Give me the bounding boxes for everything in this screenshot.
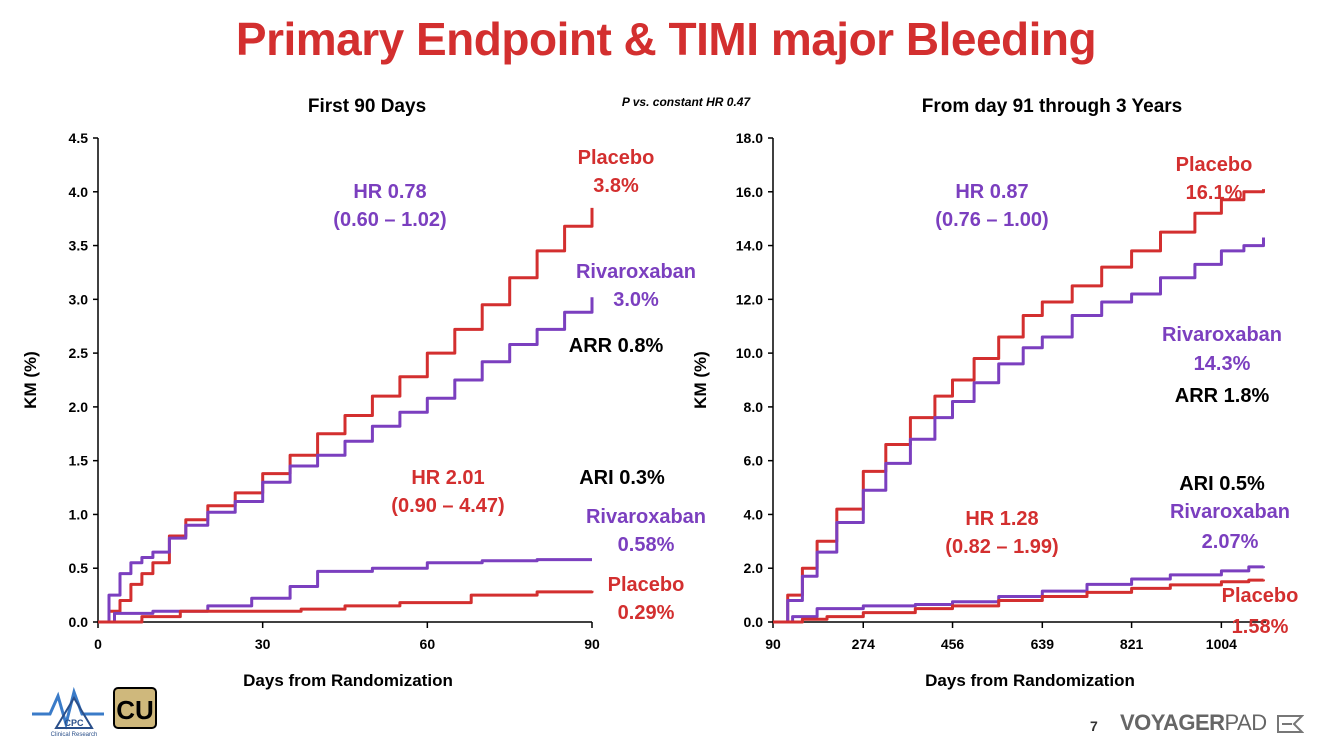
annotation-label: (0.90 – 4.47) [391, 495, 504, 517]
annotation-label: 0.58% [618, 534, 675, 556]
annotation-label: (0.60 – 1.02) [333, 209, 446, 231]
y-tick-label: 0.0 [69, 614, 89, 630]
x-tick-label: 639 [1031, 636, 1055, 652]
annotation-label: 1.58% [1232, 616, 1289, 638]
x-axis-label: Days from Randomization [243, 671, 453, 690]
y-tick-label: 4.0 [69, 184, 89, 200]
annotation-label: HR 0.78 [353, 181, 426, 203]
x-tick-label: 90 [765, 636, 781, 652]
annotation-label: Rivaroxaban [1170, 501, 1290, 523]
y-tick-label: 18.0 [736, 130, 763, 146]
series-line-rivaroxaban-bleeding [98, 558, 592, 624]
annotation-label: 16.1% [1186, 182, 1243, 204]
annotation-label: Placebo [1222, 585, 1299, 607]
x-tick-label: 30 [255, 636, 271, 652]
annotation-label: ARR 0.8% [569, 335, 664, 357]
x-tick-label: 60 [420, 636, 436, 652]
annotation-label: HR 1.28 [965, 508, 1038, 530]
y-tick-label: 4.0 [744, 506, 764, 522]
y-axis-label: KM (%) [21, 351, 40, 409]
x-tick-label: 0 [94, 636, 102, 652]
x-tick-label: 456 [941, 636, 965, 652]
brand-flag-icon [1277, 715, 1304, 733]
x-axis-label: Days from Randomization [925, 671, 1135, 690]
chart-title: From day 91 through 3 Years [922, 96, 1182, 117]
annotation-label: 0.29% [618, 602, 675, 624]
y-tick-label: 16.0 [736, 184, 763, 200]
y-tick-label: 1.0 [69, 506, 89, 522]
annotation-label: Placebo [608, 574, 685, 596]
annotation-label: ARR 1.8% [1175, 385, 1270, 407]
series-line-rivaroxaban-primary [773, 237, 1265, 624]
y-tick-label: 12.0 [736, 291, 763, 307]
annotation-label: HR 0.87 [955, 181, 1028, 203]
y-tick-label: 6.0 [744, 453, 764, 469]
annotation-label: (0.82 – 1.99) [945, 536, 1058, 558]
chart-note: P vs. constant HR 0.47 [622, 95, 752, 109]
cu-logo-text: CU [116, 695, 154, 725]
annotation-label: Rivaroxaban [576, 261, 696, 283]
annotation-label: HR 2.01 [411, 467, 484, 489]
annotation-label: (0.76 – 1.00) [935, 209, 1048, 231]
annotation-label: Rivaroxaban [586, 506, 706, 528]
series-line-rivaroxaban-primary [98, 297, 594, 624]
series-line-placebo-bleeding [98, 590, 594, 624]
annotation-label: 14.3% [1194, 353, 1251, 375]
series-line-placebo-primary [98, 207, 594, 624]
annotation-label: 3.8% [593, 175, 639, 197]
series-line-rivaroxaban-bleeding [773, 565, 1265, 624]
slide-title: Primary Endpoint & TIMI major Bleeding [235, 13, 1097, 65]
chart-title: First 90 Days [308, 96, 426, 117]
y-tick-label: 0.0 [744, 614, 764, 630]
series-line-placebo-bleeding [773, 578, 1265, 624]
y-axis-label: KM (%) [691, 351, 710, 409]
y-tick-label: 2.0 [69, 399, 89, 415]
x-tick-label: 821 [1120, 636, 1144, 652]
y-tick-label: 4.5 [69, 130, 89, 146]
y-tick-label: 2.5 [69, 345, 89, 361]
annotation-label: Placebo [578, 147, 655, 169]
y-tick-label: 0.5 [69, 560, 89, 576]
x-tick-label: 1004 [1206, 636, 1237, 652]
cpc-logo-subtext: Clinical Research [51, 732, 98, 738]
y-tick-label: 14.0 [736, 238, 763, 254]
y-tick-label: 1.5 [69, 453, 89, 469]
cpc-logo: CPC Clinical Research [32, 686, 104, 738]
chart-day-91-to-3-years: 0.0 2.0 4.0 6.0 8.0 10.0 12.0 14.0 16.0 18.0 90 274… [691, 96, 1298, 690]
brand-light: PAD [1224, 710, 1268, 735]
page-number: 7 [1090, 718, 1098, 734]
y-tick-label: 3.5 [69, 238, 89, 254]
annotation-label: ARI 0.5% [1179, 473, 1265, 495]
x-tick-label: 274 [852, 636, 876, 652]
chart-first-90-days: 0.0 0.5 1.0 1.5 2.0 2.5 3.0 3.5 4.0 4.5 0 30 60 90 Fir… [21, 95, 751, 690]
annotation-label: Placebo [1176, 154, 1253, 176]
y-tick-label: 10.0 [736, 345, 763, 361]
annotation-label: 3.0% [613, 289, 659, 311]
annotation-label: 2.07% [1202, 531, 1259, 553]
x-tick-label: 90 [584, 636, 600, 652]
annotation-label: Rivaroxaban [1162, 324, 1282, 346]
voyager-pad-brand: VOYAGERPAD [1120, 710, 1267, 736]
cpc-logo-text: CPC [64, 718, 84, 728]
y-tick-label: 3.0 [69, 291, 89, 307]
cu-logo: CU [113, 687, 157, 729]
y-tick-label: 2.0 [744, 560, 764, 576]
y-tick-label: 8.0 [744, 399, 764, 415]
brand-bold: VOYAGER [1120, 710, 1225, 735]
annotation-label: ARI 0.3% [579, 467, 665, 489]
